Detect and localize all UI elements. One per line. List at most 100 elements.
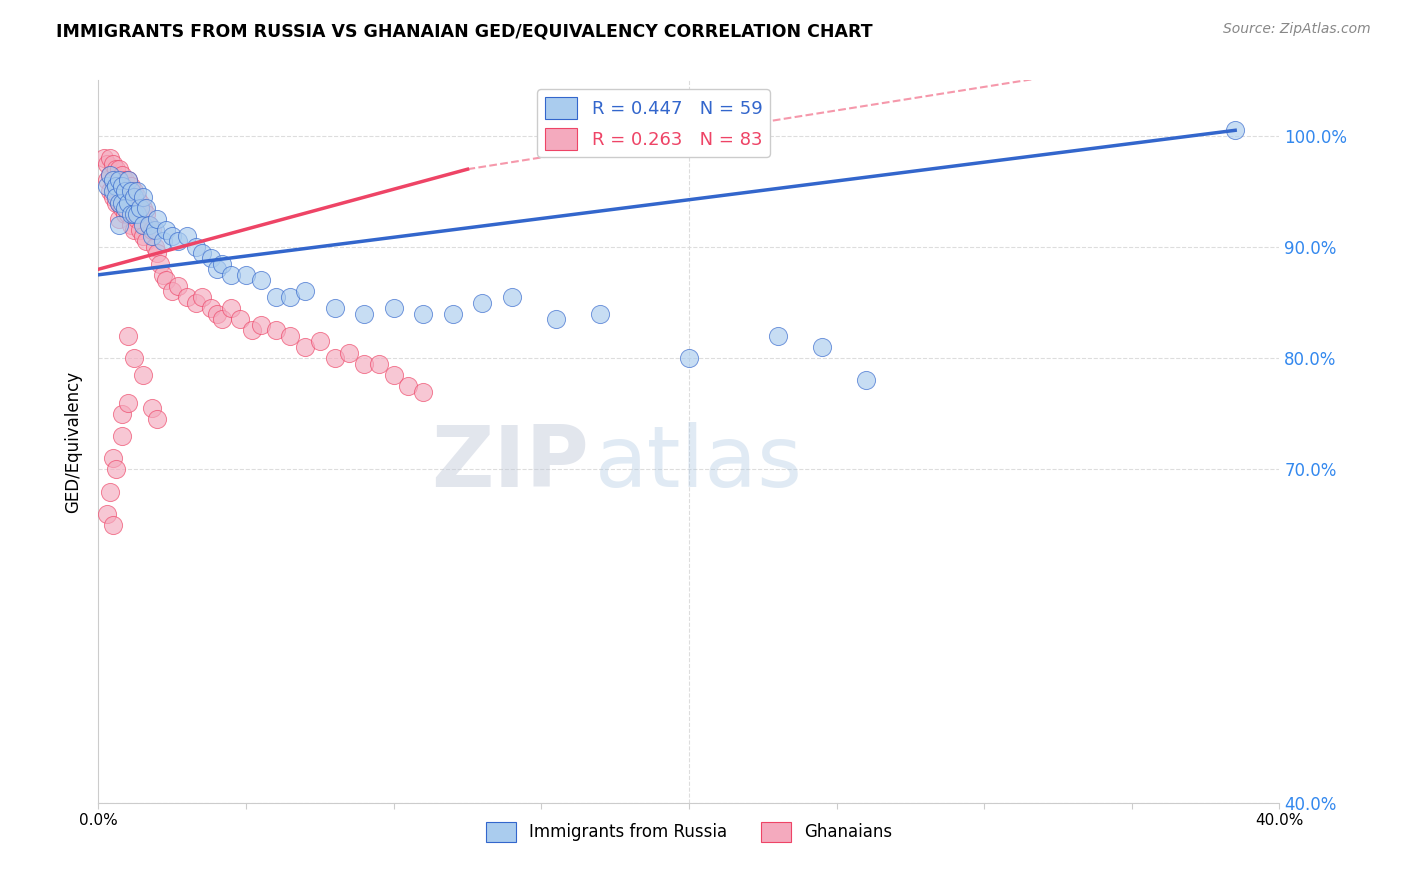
- Point: [471, 295, 494, 310]
- Point: [412, 384, 434, 399]
- Point: [120, 178, 142, 193]
- Point: [250, 273, 273, 287]
- Text: IMMIGRANTS FROM RUSSIA VS GHANAIAN GED/EQUIVALENCY CORRELATION CHART: IMMIGRANTS FROM RUSSIA VS GHANAIAN GED/E…: [56, 22, 873, 40]
- Point: [155, 273, 177, 287]
- Point: [135, 235, 157, 249]
- Point: [125, 212, 148, 227]
- Point: [412, 307, 434, 321]
- Point: [132, 228, 155, 243]
- Point: [167, 279, 190, 293]
- Point: [128, 195, 150, 210]
- Point: [146, 245, 169, 260]
- Point: [501, 290, 523, 304]
- Point: [678, 351, 700, 366]
- Point: [382, 301, 405, 315]
- Point: [132, 201, 155, 215]
- Point: [221, 301, 243, 315]
- Point: [264, 323, 287, 337]
- Text: ZIP: ZIP: [430, 422, 589, 505]
- Point: [162, 285, 183, 299]
- Point: [108, 195, 131, 210]
- Point: [120, 218, 142, 232]
- Point: [128, 223, 150, 237]
- Point: [146, 212, 169, 227]
- Point: [143, 223, 166, 237]
- Point: [125, 185, 148, 199]
- Point: [117, 195, 139, 210]
- Point: [103, 156, 125, 170]
- Point: [339, 345, 361, 359]
- Point: [122, 207, 145, 221]
- Point: [122, 351, 145, 366]
- Point: [103, 190, 125, 204]
- Point: [211, 312, 233, 326]
- Point: [229, 312, 252, 326]
- Point: [96, 178, 118, 193]
- Point: [114, 201, 136, 215]
- Point: [98, 185, 121, 199]
- Point: [111, 178, 134, 193]
- Point: [122, 201, 145, 215]
- Point: [117, 395, 139, 409]
- Point: [191, 290, 214, 304]
- Point: [589, 307, 612, 321]
- Point: [200, 301, 222, 315]
- Point: [128, 201, 150, 215]
- Point: [309, 334, 332, 349]
- Point: [152, 268, 174, 282]
- Point: [152, 235, 174, 249]
- Point: [441, 307, 464, 321]
- Point: [114, 207, 136, 221]
- Point: [103, 173, 125, 187]
- Point: [105, 462, 128, 476]
- Point: [108, 178, 131, 193]
- Point: [205, 262, 228, 277]
- Point: [105, 178, 128, 193]
- Point: [111, 407, 134, 421]
- Point: [98, 484, 121, 499]
- Point: [122, 190, 145, 204]
- Point: [323, 301, 346, 315]
- Point: [250, 318, 273, 332]
- Point: [122, 185, 145, 199]
- Point: [114, 173, 136, 187]
- Point: [141, 223, 163, 237]
- Point: [264, 290, 287, 304]
- Point: [191, 245, 214, 260]
- Point: [176, 290, 198, 304]
- Point: [235, 268, 257, 282]
- Point: [117, 190, 139, 204]
- Point: [149, 257, 172, 271]
- Legend: Immigrants from Russia, Ghanaians: Immigrants from Russia, Ghanaians: [479, 815, 898, 848]
- Point: [105, 195, 128, 210]
- Point: [132, 190, 155, 204]
- Point: [111, 429, 134, 443]
- Point: [855, 373, 877, 387]
- Point: [382, 368, 405, 382]
- Point: [184, 295, 207, 310]
- Point: [108, 212, 131, 227]
- Point: [114, 185, 136, 199]
- Point: [155, 223, 177, 237]
- Point: [105, 190, 128, 204]
- Point: [398, 379, 420, 393]
- Point: [108, 173, 131, 187]
- Point: [108, 195, 131, 210]
- Point: [167, 235, 190, 249]
- Point: [280, 329, 302, 343]
- Point: [368, 357, 391, 371]
- Point: [117, 207, 139, 221]
- Point: [96, 173, 118, 187]
- Point: [120, 185, 142, 199]
- Point: [176, 228, 198, 243]
- Point: [546, 312, 568, 326]
- Point: [122, 223, 145, 237]
- Point: [111, 195, 134, 210]
- Point: [132, 368, 155, 382]
- Point: [138, 218, 160, 232]
- Point: [184, 240, 207, 254]
- Point: [125, 207, 148, 221]
- Point: [117, 173, 139, 187]
- Point: [138, 218, 160, 232]
- Point: [162, 228, 183, 243]
